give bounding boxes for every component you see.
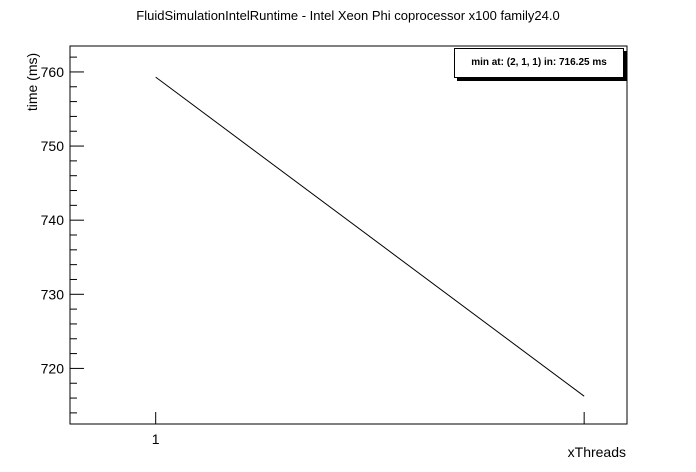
min-annotation-box: min at: (2, 1, 1) in: 716.25 ms — [454, 48, 624, 78]
chart-title: FluidSimulationIntelRuntime - Intel Xeon… — [136, 8, 560, 23]
x-tick-label: 1 — [152, 431, 160, 447]
y-tick-label: 730 — [41, 286, 65, 302]
plot-frame — [69, 45, 628, 425]
x-axis: 1 — [152, 412, 585, 447]
y-tick-label: 750 — [41, 138, 65, 154]
y-tick-label: 720 — [41, 360, 65, 376]
y-tick-label: 740 — [41, 212, 65, 228]
y-axis: 720 730 740 750 760 — [41, 56, 84, 414]
series-group — [155, 76, 585, 397]
x-axis-label: xThreads — [567, 444, 626, 460]
y-tick-label: 760 — [41, 64, 65, 80]
y-axis-label: time (ms) — [24, 52, 40, 112]
series-line — [155, 76, 585, 397]
